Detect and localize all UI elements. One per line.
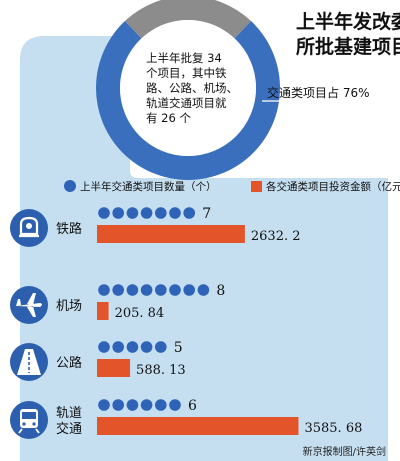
count-dot <box>126 399 139 411</box>
investment-value-label: 205. 84 <box>115 306 165 321</box>
count-dot <box>183 207 195 219</box>
row-metro: 轨道交通 6 3585. 68 <box>10 398 362 439</box>
metro-icon-light <box>32 422 36 426</box>
count-dot <box>155 399 167 411</box>
donut-slice-transport <box>96 20 280 180</box>
category-label: 铁路 <box>56 221 82 237</box>
metro-icon-leg <box>18 428 23 434</box>
category-label: 交通 <box>56 421 82 437</box>
category-label: 轨道 <box>56 406 82 421</box>
count-dot <box>140 284 153 296</box>
donut-center-line: 路、公路、机场、 <box>146 81 238 95</box>
count-dot <box>155 341 167 353</box>
train-icon-body <box>19 216 39 236</box>
legend-dot-icon <box>64 180 76 192</box>
count-dot <box>140 399 153 411</box>
investment-value-label: 588. 13 <box>136 363 186 378</box>
count-dot <box>140 341 153 353</box>
donut-center-line: 个项目，其中铁 <box>146 66 227 80</box>
category-label: 机场 <box>56 299 82 314</box>
count-dot <box>169 207 181 219</box>
page-title-line2: 所批基建项目 <box>296 35 400 58</box>
count-dot <box>183 284 195 296</box>
count-dot <box>169 284 181 296</box>
donut-center-line: 有 26 个 <box>146 111 191 125</box>
count-dot <box>197 284 210 296</box>
investment-bar <box>97 225 245 243</box>
count-dot <box>126 341 139 353</box>
credit-text: 新京报制图/许英剑 <box>303 445 386 458</box>
legend-investment-label: 各交通类项目投资金额（亿元） <box>266 180 400 193</box>
count-value-label: 6 <box>188 398 197 414</box>
count-dot <box>126 284 139 296</box>
count-dot <box>98 341 110 353</box>
investment-value-label: 3585. 68 <box>304 421 362 436</box>
count-dot <box>98 207 110 219</box>
legend-square-icon <box>251 181 262 192</box>
category-label: 公路 <box>56 355 82 371</box>
count-value-label: 5 <box>174 340 183 356</box>
donut-hole <box>120 20 256 156</box>
donut-center-line: 上半年批复 34 <box>146 51 222 65</box>
count-value-label: 8 <box>216 283 225 299</box>
background-band <box>20 36 388 461</box>
airplane-icon-shape <box>16 293 42 317</box>
count-dot <box>112 399 124 411</box>
metro-icon-leg <box>35 428 40 434</box>
investment-bar <box>97 417 299 435</box>
count-dot <box>169 399 181 411</box>
chart-rows: 铁路 7 2632. 2 机场 8 205. 84 公路 5 588. 13 轨道交通 6 3585.… <box>10 206 362 439</box>
donut-center-line: 轨道交通项目就 <box>146 96 227 110</box>
count-dot <box>126 207 139 219</box>
count-value-label: 7 <box>202 206 211 222</box>
count-dot <box>112 207 124 219</box>
callout-text: 交通类项目占 76% <box>267 85 370 100</box>
investment-bar <box>97 302 109 320</box>
metro-icon-window <box>22 412 36 419</box>
row-road: 公路 5 588. 13 <box>10 340 186 381</box>
investment-bar <box>97 359 131 377</box>
row-airplane: 机场 8 205. 84 <box>10 283 225 324</box>
count-dot <box>98 399 110 411</box>
count-dot <box>155 284 167 296</box>
investment-value-label: 2632. 2 <box>251 229 301 244</box>
donut-slice-other <box>125 0 251 39</box>
count-dot <box>98 284 110 296</box>
count-dot <box>155 207 167 219</box>
row-train: 铁路 7 2632. 2 <box>10 206 301 247</box>
page-title-line1: 上半年发改委 <box>296 10 400 33</box>
count-dot <box>140 207 153 219</box>
count-dot <box>112 341 124 353</box>
legend-count-label: 上半年交通类项目数量（个） <box>80 180 217 193</box>
train-icon-light <box>26 223 32 229</box>
count-dot <box>112 284 124 296</box>
donut-chart <box>96 0 280 180</box>
metro-icon-light <box>22 422 26 426</box>
